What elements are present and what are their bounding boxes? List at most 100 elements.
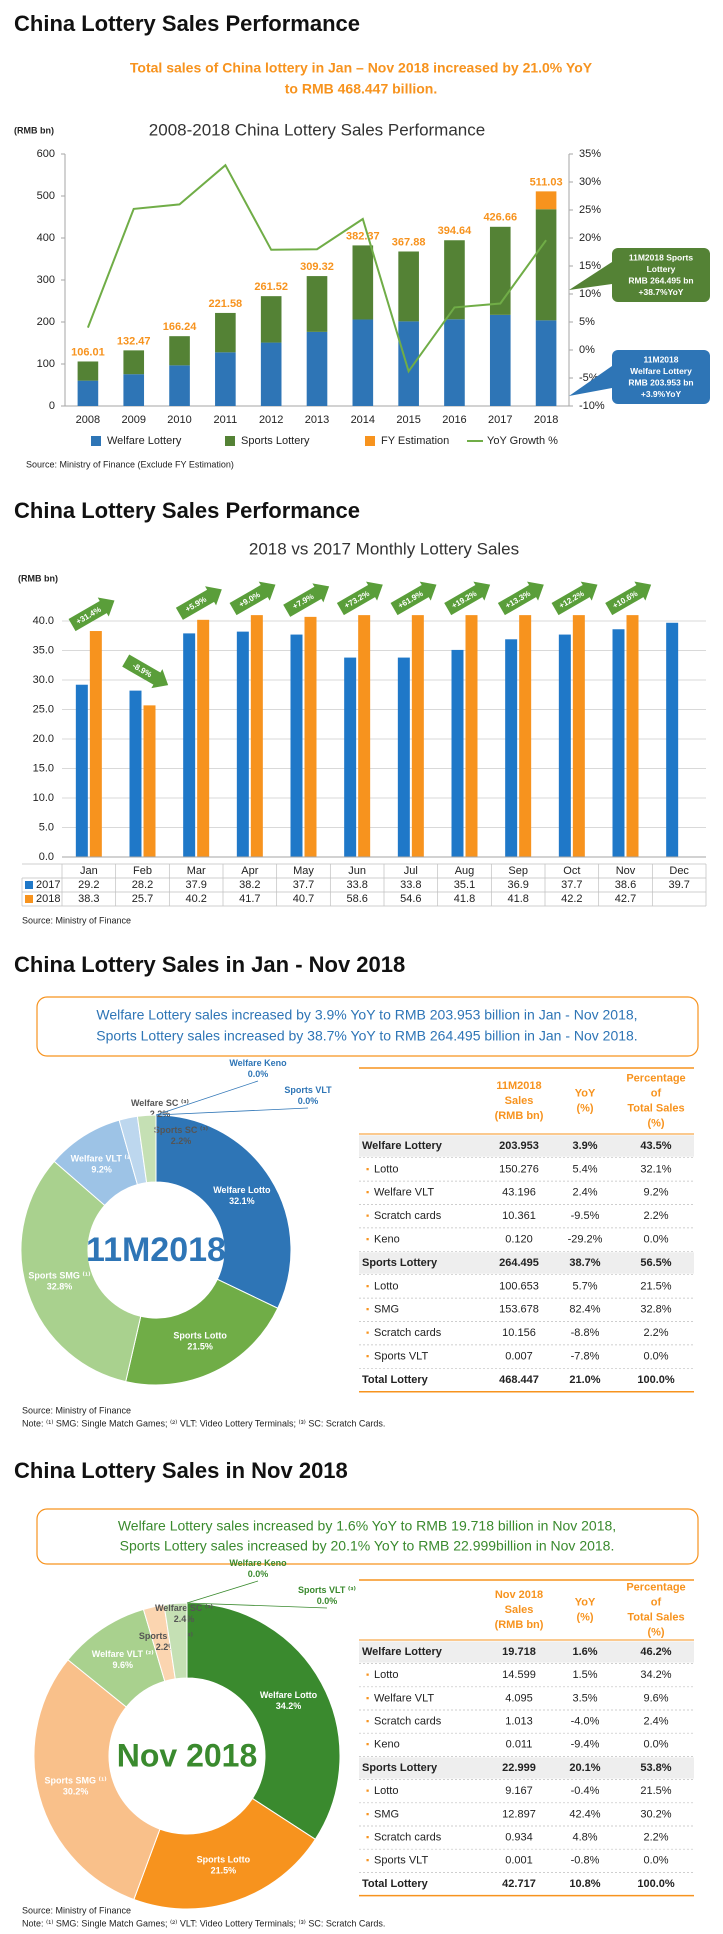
callout-text: 11M2018 bbox=[644, 354, 679, 364]
table-cell: 2.2% bbox=[643, 1327, 668, 1339]
legend-swatch bbox=[365, 436, 375, 446]
summary: Sports Lottery sales increased by 38.7% … bbox=[96, 1028, 637, 1044]
section-heading: China Lottery Sales Performance bbox=[14, 498, 360, 523]
y-tick-label: 0.0 bbox=[39, 851, 54, 863]
table-cell: 264.495 bbox=[499, 1257, 539, 1269]
y-tick-label: 20.0 bbox=[33, 733, 54, 745]
segment-value: 9.2% bbox=[91, 1165, 112, 1175]
table-value: 54.6 bbox=[400, 893, 421, 905]
table-header: (%) bbox=[576, 1611, 593, 1623]
bullet: ▪ bbox=[366, 1855, 369, 1865]
table-value: 33.8 bbox=[346, 879, 367, 891]
donut-segment bbox=[20, 1160, 142, 1383]
legend-swatch bbox=[91, 436, 101, 446]
y-tick-label: 25.0 bbox=[33, 703, 54, 715]
segment-value: 34.2% bbox=[276, 1701, 302, 1711]
table-cell: Sports VLT bbox=[374, 1855, 428, 1867]
table-header: Nov 2018 bbox=[495, 1589, 543, 1601]
table-header: (RMB bn) bbox=[495, 1619, 544, 1631]
segment-value: 30.2% bbox=[63, 1787, 89, 1797]
table-value: 35.1 bbox=[454, 879, 475, 891]
table-cell: 0.0% bbox=[643, 1855, 668, 1867]
table-header: 11M2018 bbox=[496, 1080, 541, 1092]
segment-name: Welfare VLT ⁽²⁾ bbox=[71, 1154, 133, 1164]
table-header: Sales bbox=[505, 1604, 534, 1616]
segment-value: 2.2% bbox=[150, 1109, 171, 1119]
table-value: 38.2 bbox=[239, 879, 260, 891]
segment-label: Sports Lotto 21.5% bbox=[173, 1331, 227, 1352]
y2-tick-label: 25% bbox=[579, 204, 601, 216]
total-label: 394.64 bbox=[438, 225, 473, 237]
y2-tick-label: 0% bbox=[579, 344, 595, 356]
arrow-shape bbox=[390, 581, 437, 616]
bar bbox=[505, 639, 518, 857]
table-cell: 0.120 bbox=[505, 1234, 533, 1246]
total-label: 261.52 bbox=[254, 281, 288, 293]
total-label: 309.32 bbox=[300, 261, 334, 273]
segment-name: Sports SMG ⁽¹⁾ bbox=[45, 1776, 108, 1786]
y-tick-label: 200 bbox=[37, 316, 55, 328]
x-tick-label: May bbox=[293, 865, 314, 877]
y2-tick-label: 10% bbox=[579, 288, 601, 300]
table-cell: 56.5% bbox=[640, 1257, 671, 1269]
bar bbox=[197, 619, 210, 857]
legend-label: Sports Lottery bbox=[241, 435, 310, 447]
legend-swatch bbox=[25, 881, 33, 889]
table-cell: SMG bbox=[374, 1808, 399, 1820]
bullet: ▪ bbox=[366, 1211, 369, 1221]
segment-value: 9.6% bbox=[112, 1660, 133, 1670]
x-tick-label: 2016 bbox=[442, 414, 466, 426]
table-cell: 10.8% bbox=[569, 1878, 600, 1890]
x-tick-label: Nov bbox=[616, 865, 636, 877]
arrow-shape bbox=[551, 581, 598, 616]
bar bbox=[358, 615, 371, 857]
table-cell: Keno bbox=[374, 1739, 400, 1751]
bar bbox=[89, 631, 102, 857]
total-label: 382.37 bbox=[346, 230, 380, 242]
table-header: Total Sales bbox=[627, 1102, 684, 1114]
legend-label: 2018 bbox=[36, 893, 60, 905]
bar bbox=[558, 634, 571, 857]
y-tick-label: 100 bbox=[37, 358, 55, 370]
yoy-arrow: +12.2% bbox=[551, 581, 598, 616]
table-cell: Keno bbox=[374, 1234, 400, 1246]
bar-segment bbox=[169, 336, 190, 366]
arrow-shape bbox=[68, 597, 115, 632]
table-cell: 5.7% bbox=[572, 1280, 597, 1292]
source: Source: Ministry of Finance bbox=[22, 1405, 131, 1415]
y-tick-label: 500 bbox=[37, 190, 55, 202]
segment-name: Sports Lotto bbox=[173, 1331, 227, 1341]
total-label: 367.88 bbox=[392, 236, 426, 248]
segment-label: Welfare Lotto 34.2% bbox=[260, 1690, 318, 1711]
x-tick-label: 2015 bbox=[396, 414, 420, 426]
bar-segment bbox=[260, 342, 282, 406]
arrow-shape bbox=[283, 583, 330, 617]
table-cell: 2.2% bbox=[643, 1832, 668, 1844]
table-value: 25.7 bbox=[132, 893, 153, 905]
table-value: 37.7 bbox=[293, 879, 314, 891]
segment-value: 0.0% bbox=[298, 1096, 319, 1106]
table-header: Total Sales bbox=[627, 1611, 684, 1623]
bullet: ▪ bbox=[366, 1304, 369, 1314]
legend-swatch bbox=[25, 895, 33, 903]
bullet: ▪ bbox=[366, 1739, 369, 1749]
segment-name: Welfare VLT ⁽²⁾ bbox=[92, 1649, 154, 1659]
x-tick-label: 2009 bbox=[121, 414, 145, 426]
callout-text: Welfare Lottery bbox=[630, 366, 692, 376]
table-cell: 42.4% bbox=[569, 1808, 600, 1820]
segment-name: Welfare Keno bbox=[229, 1058, 287, 1068]
table-cell: Welfare Lottery bbox=[362, 1646, 443, 1658]
table-cell: 1.6% bbox=[572, 1646, 597, 1658]
table-cell: 9.6% bbox=[643, 1692, 668, 1704]
table-cell: 32.1% bbox=[640, 1163, 671, 1175]
bullet: ▪ bbox=[366, 1328, 369, 1338]
bar bbox=[612, 629, 625, 857]
axis-label: (RMB bn) bbox=[14, 125, 54, 135]
chart-title: 2008-2018 China Lottery Sales Performanc… bbox=[149, 120, 485, 139]
table-value: 41.8 bbox=[454, 893, 475, 905]
segment-label: Sports VLT 0.0% bbox=[284, 1085, 332, 1106]
yoy-arrow: +10.6% bbox=[605, 581, 652, 616]
bullet: ▪ bbox=[366, 1281, 369, 1291]
segment-label: Welfare SC ⁽³⁾ 2.4% bbox=[155, 1603, 213, 1624]
table-value: 38.3 bbox=[78, 893, 99, 905]
